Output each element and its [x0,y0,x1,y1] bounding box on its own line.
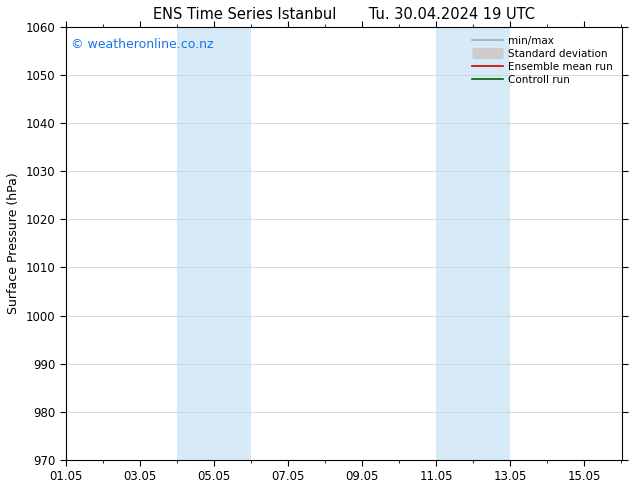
Legend: min/max, Standard deviation, Ensemble mean run, Controll run: min/max, Standard deviation, Ensemble me… [469,32,616,88]
Bar [177,27,251,460]
Y-axis label: Surface Pressure (hPa): Surface Pressure (hPa) [7,172,20,314]
Bar [436,27,510,460]
Title: ENS Time Series Istanbul       Tu. 30.04.2024 19 UTC: ENS Time Series Istanbul Tu. 30.04.2024 … [153,7,534,22]
Text: © weatheronline.co.nz: © weatheronline.co.nz [71,38,214,51]
